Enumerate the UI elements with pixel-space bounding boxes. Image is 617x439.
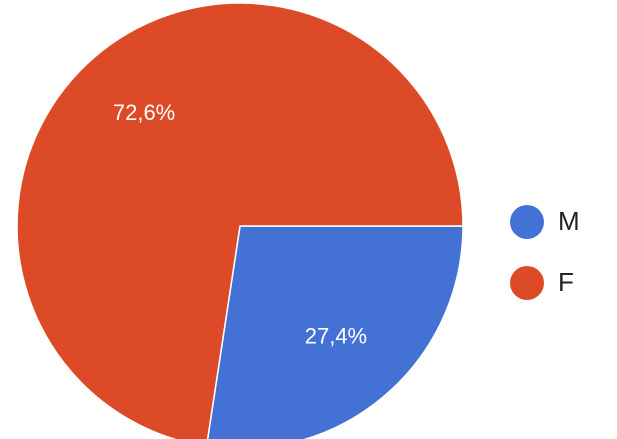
- legend-label: F: [558, 267, 574, 297]
- pie-slice: [206, 225, 464, 439]
- legend-swatch: [510, 205, 544, 239]
- slice-label: 27,4%: [305, 323, 367, 348]
- pie-slice: [16, 2, 464, 439]
- legend-label: M: [558, 206, 580, 236]
- slice-label: 72,6%: [113, 100, 175, 125]
- legend-swatch: [510, 266, 544, 300]
